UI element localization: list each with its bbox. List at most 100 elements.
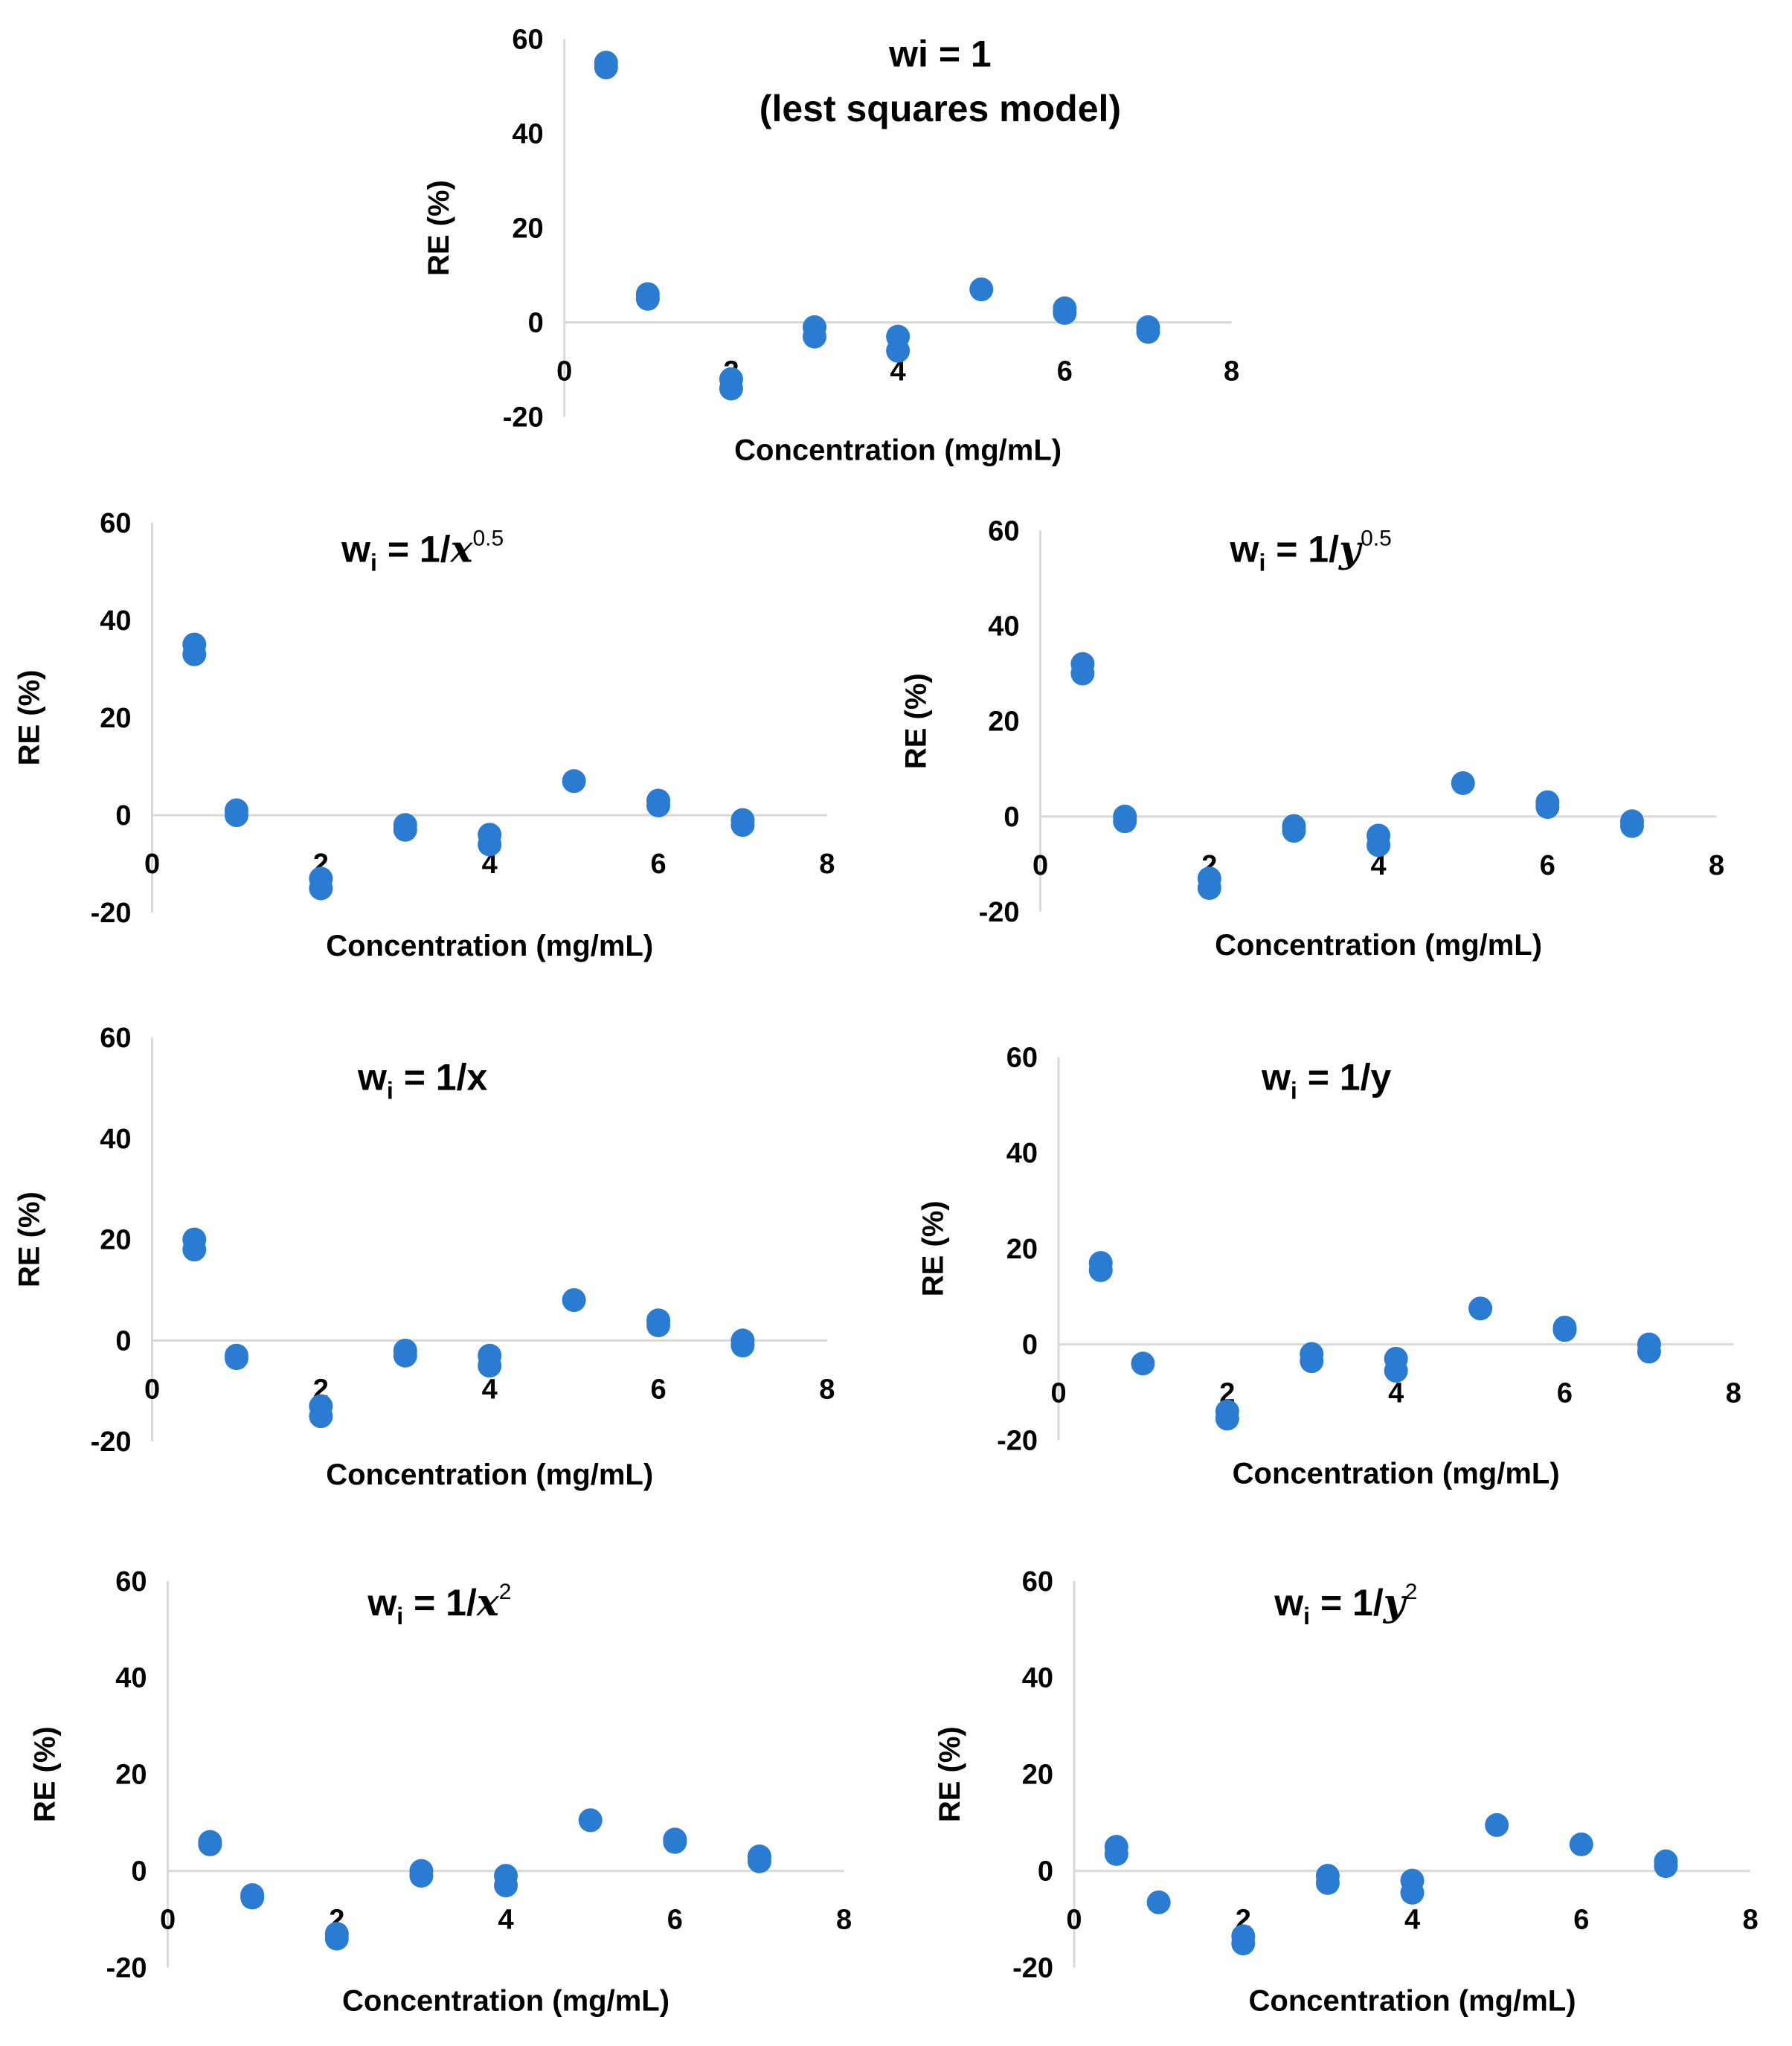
y-axis-title: RE (%) <box>934 1726 966 1822</box>
data-point <box>1070 661 1095 686</box>
data-point <box>1131 1351 1155 1376</box>
x-tick-label: 8 <box>1726 1378 1741 1409</box>
title-equation: = 1/ <box>377 529 451 570</box>
data-point <box>1552 1316 1577 1340</box>
y-tick-label: 60 <box>512 24 543 55</box>
data-point <box>1637 1339 1661 1364</box>
x-tick-label: 6 <box>650 849 666 880</box>
x-tick-label: 4 <box>498 1905 513 1936</box>
title-variable: x <box>450 527 474 571</box>
x-tick-label: 0 <box>144 1374 160 1405</box>
y-tick-label: 0 <box>1022 1330 1038 1361</box>
x-tick-label: 8 <box>1742 1905 1758 1936</box>
data-point <box>1384 1359 1408 1383</box>
y-tick-label: 0 <box>131 1856 147 1888</box>
data-point <box>730 813 755 837</box>
x-axis-title: Concentration (mg/mL) <box>326 1458 653 1491</box>
data-point <box>1619 814 1644 838</box>
x-tick-label: 0 <box>1033 850 1048 881</box>
y-tick-label: 20 <box>100 703 131 734</box>
x-tick-label: 0 <box>1050 1378 1066 1409</box>
y-tick-label: 40 <box>1006 1138 1038 1169</box>
x-tick-label: 6 <box>667 1905 683 1936</box>
y-axis-title: RE (%) <box>13 1191 45 1287</box>
title-exponent: 0.5 <box>472 527 504 551</box>
x-axis-title: Concentration (mg/mL) <box>1215 929 1542 962</box>
title-variable: y <box>1338 527 1363 571</box>
y-tick-label: 60 <box>1006 1042 1038 1073</box>
y-tick-label: 40 <box>988 611 1019 642</box>
data-point <box>594 51 618 75</box>
x-tick-label: 8 <box>819 849 835 880</box>
data-point <box>578 1808 603 1833</box>
data-point <box>324 1926 349 1951</box>
data-point <box>1367 833 1391 858</box>
x-axis-title: Concentration (mg/mL) <box>326 930 653 962</box>
data-point <box>1053 296 1077 321</box>
y-tick-label: 20 <box>1022 1760 1053 1791</box>
x-tick-label: 4 <box>482 849 498 880</box>
title-variable: x <box>476 1580 500 1624</box>
data-point <box>1451 771 1475 795</box>
chart-title: wi = 1/x0.5 <box>341 527 504 576</box>
title-subscript: i <box>370 550 377 576</box>
x-tick-label: 0 <box>1066 1905 1082 1936</box>
x-axis-title: Concentration (mg/mL) <box>734 434 1062 467</box>
x-axis-title: Concentration (mg/mL) <box>342 1985 669 2018</box>
data-point <box>1088 1258 1113 1282</box>
title-equation: = 1/x <box>394 1056 488 1098</box>
y-tick-label: 40 <box>1022 1663 1053 1694</box>
y-tick-label: 0 <box>1038 1856 1053 1888</box>
title-w: w <box>1230 529 1259 570</box>
x-tick-label: 4 <box>1404 1905 1420 1936</box>
data-point <box>1104 1841 1128 1866</box>
data-point <box>1654 1854 1678 1879</box>
x-tick-label: 0 <box>144 849 160 880</box>
y-tick-label: -20 <box>91 898 132 929</box>
y-tick-label: 60 <box>988 515 1019 547</box>
title-equation: = 1/ <box>1265 529 1339 570</box>
data-point <box>182 1238 207 1262</box>
data-point <box>719 376 743 401</box>
chart-title: wi = 1/y <box>1261 1056 1391 1104</box>
y-tick-label: 20 <box>115 1760 147 1791</box>
y-tick-label: 20 <box>988 707 1019 738</box>
data-point <box>562 1288 586 1313</box>
title-w: w <box>357 1056 387 1098</box>
y-axis-title: RE (%) <box>900 673 933 769</box>
data-point <box>646 794 671 818</box>
data-point <box>1231 1931 1256 1956</box>
data-point <box>1468 1296 1493 1321</box>
y-axis-title: RE (%) <box>916 1200 949 1296</box>
data-point <box>478 832 502 857</box>
x-tick-label: 4 <box>482 1374 498 1405</box>
x-tick-label: 0 <box>556 356 572 387</box>
title-exponent: 2 <box>499 1580 512 1604</box>
x-tick-label: 8 <box>819 1374 835 1405</box>
data-point <box>393 1343 417 1368</box>
data-point <box>240 1883 265 1908</box>
y-tick-label: 60 <box>115 1566 147 1598</box>
data-point <box>309 876 333 901</box>
data-point <box>1136 320 1160 344</box>
data-point <box>730 1334 755 1358</box>
x-tick-label: 4 <box>1388 1378 1404 1409</box>
title-w: w <box>341 529 370 570</box>
data-point <box>1400 1880 1425 1905</box>
data-point <box>409 1864 434 1888</box>
data-point <box>646 1308 671 1333</box>
data-point <box>1315 1870 1340 1895</box>
y-tick-label: 0 <box>528 308 544 339</box>
data-point <box>1282 819 1306 843</box>
data-point <box>1113 809 1137 834</box>
x-tick-label: 6 <box>1573 1905 1589 1936</box>
y-axis-title: RE (%) <box>423 180 455 276</box>
chart-title: wi = 1/y0.5 <box>1230 527 1392 576</box>
data-point <box>886 338 911 363</box>
y-tick-label: 60 <box>100 508 131 539</box>
